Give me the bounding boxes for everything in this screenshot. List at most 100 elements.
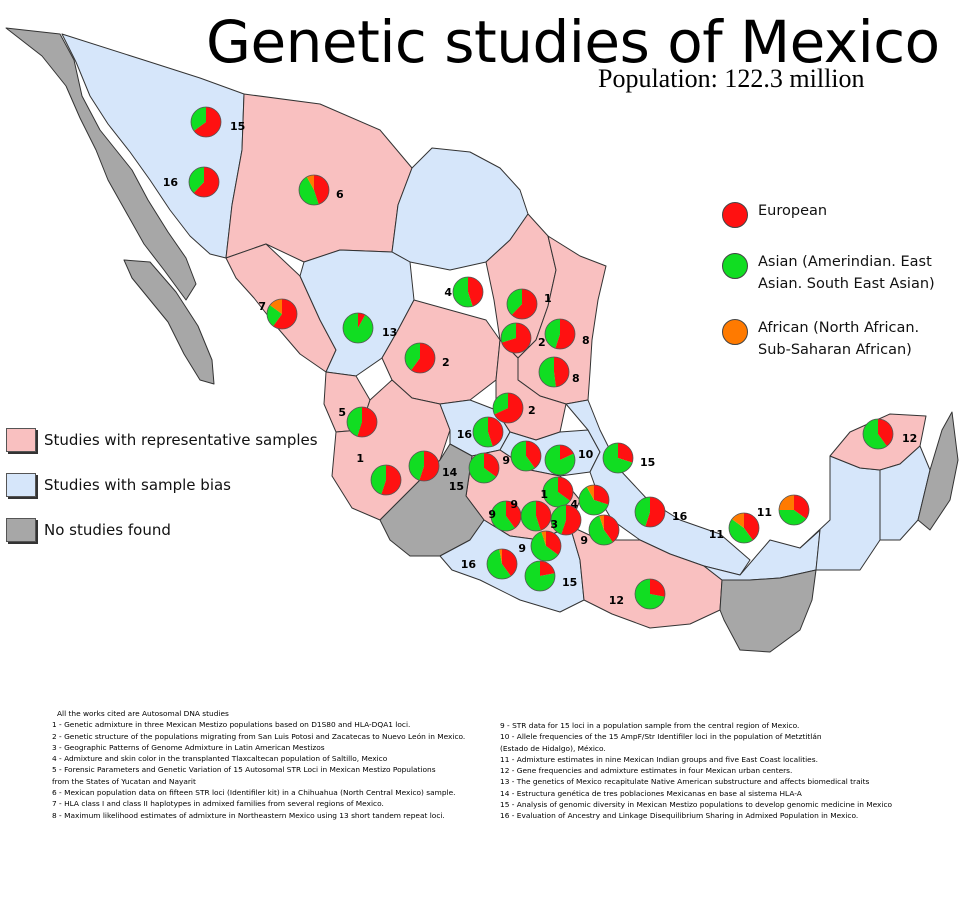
asian-slice (266, 305, 282, 327)
pie-marker: 2 (492, 392, 536, 424)
african-slice (731, 513, 744, 528)
european-slice (502, 549, 518, 577)
pie-outline (520, 500, 552, 532)
reference-item: 10 - Allele frequencies of the 15 AmpF/S… (500, 732, 822, 753)
european-slice (536, 501, 552, 531)
pie-marker: 15 (524, 560, 577, 592)
european-slice (650, 579, 665, 597)
map-title: Genetic studies of Mexico (206, 8, 940, 76)
asian-slice (728, 519, 753, 544)
reference-item: 7 - HLA class I and class II haplotypes … (52, 799, 384, 809)
asian-slice (550, 504, 566, 535)
legend-asian: Asian (Amerindian. East Asian. South East… (722, 251, 935, 295)
asian-slice (589, 515, 613, 545)
pie-outline (346, 406, 378, 438)
legend-representative: Studies with representative samples (6, 428, 318, 452)
pie-outline (634, 578, 666, 610)
pie-study-label: 8 (582, 334, 590, 347)
pie-study-label: 6 (336, 188, 344, 201)
pie-marker: 4 (570, 484, 610, 516)
legend-dot (722, 319, 748, 345)
region-jalisco (331, 379, 451, 521)
reference-item: 5 - Forensic Parameters and Genetic Vari… (52, 765, 436, 786)
pie-marker: 9 (488, 500, 522, 532)
european-slice (558, 477, 574, 501)
legend-swatch (6, 473, 36, 497)
pie-study-label: 12 (902, 432, 917, 445)
pie-study-label: 2 (528, 404, 536, 417)
european-slice (419, 451, 439, 481)
european-slice (381, 465, 401, 495)
asian-slice (346, 406, 362, 437)
pie-marker: 3 (550, 504, 582, 536)
pie-study-label: 2 (538, 336, 546, 349)
pie-study-label: 9 (510, 498, 518, 511)
pie-marker: 2 (500, 322, 546, 354)
pie-study-label: 9 (502, 454, 510, 467)
asian-slice (342, 313, 373, 344)
pie-marker: 16 (457, 416, 504, 448)
european-slice (494, 393, 524, 424)
asian-slice (189, 167, 204, 193)
pie-marker: 13 (342, 312, 397, 344)
references-right: 9 - STR data for 15 loci in a population… (500, 720, 892, 822)
pie-study-label: 15 (449, 480, 464, 493)
pie-outline (468, 452, 500, 484)
asian-slice (500, 322, 516, 343)
region-sonora (61, 33, 245, 259)
reference-item: 13 - The genetics of Mexico recapitulate… (500, 777, 870, 787)
asian-slice (521, 501, 541, 531)
pie-marker: 14 (408, 450, 458, 482)
asian-slice (603, 443, 633, 474)
pie-study-label: 1 (356, 452, 364, 465)
asian-slice (863, 419, 887, 449)
asian-slice (473, 417, 493, 447)
pie-marker: 16 (634, 496, 688, 528)
legend-label: Asian (Amerindian. East Asian. South East… (758, 254, 935, 292)
references-left: All the works cited are Autosomal DNA st… (52, 708, 465, 821)
legend-label: European (758, 203, 828, 219)
pie-outline (188, 166, 220, 198)
legend-label: No studies found (44, 521, 171, 539)
pie-outline (298, 174, 330, 206)
legend-label: Studies with representative samples (44, 431, 318, 449)
region-baja-california-sur (123, 259, 215, 385)
european-slice (560, 445, 574, 460)
pie-study-label: 11 (757, 506, 772, 519)
legend-swatch (6, 518, 36, 542)
european-slice (554, 357, 569, 387)
european-slice (645, 497, 665, 527)
legend-swatch (6, 428, 36, 452)
asian-slice (408, 450, 424, 481)
pie-marker: 16 (461, 548, 518, 580)
pie-study-label: 8 (572, 372, 580, 385)
asian-slice (190, 107, 206, 131)
pie-marker: 5 (338, 406, 378, 438)
asian-slice (370, 465, 386, 495)
pie-outline (452, 276, 484, 308)
reference-item: 9 - STR data for 15 loci in a population… (500, 721, 800, 730)
pie-outline (602, 442, 634, 474)
reference-item: 1 - Genetic admixture in three Mexican M… (52, 720, 411, 730)
legend-african: African (North African. Sub-Saharan Afric… (722, 317, 919, 361)
pie-outline (190, 106, 222, 138)
european-slice (744, 513, 760, 541)
pie-study-label: 9 (488, 508, 496, 521)
pie-outline (524, 560, 556, 592)
pie-outline (634, 496, 666, 528)
asian-slice (487, 549, 511, 580)
pie-marker: 12 (862, 418, 917, 450)
region-southeast-border (917, 411, 959, 531)
european-slice (358, 313, 366, 328)
european-slice (468, 277, 484, 307)
asian-slice (634, 579, 665, 609)
references-heading: All the works cited are Autosomal DNA st… (57, 709, 229, 718)
european-slice (594, 485, 610, 505)
legend-dot (722, 202, 748, 228)
asian-slice (544, 445, 575, 476)
pie-outline (472, 416, 504, 448)
european-slice (540, 561, 555, 576)
pie-outline (538, 356, 570, 388)
pie-study-label: 15 (640, 456, 655, 469)
